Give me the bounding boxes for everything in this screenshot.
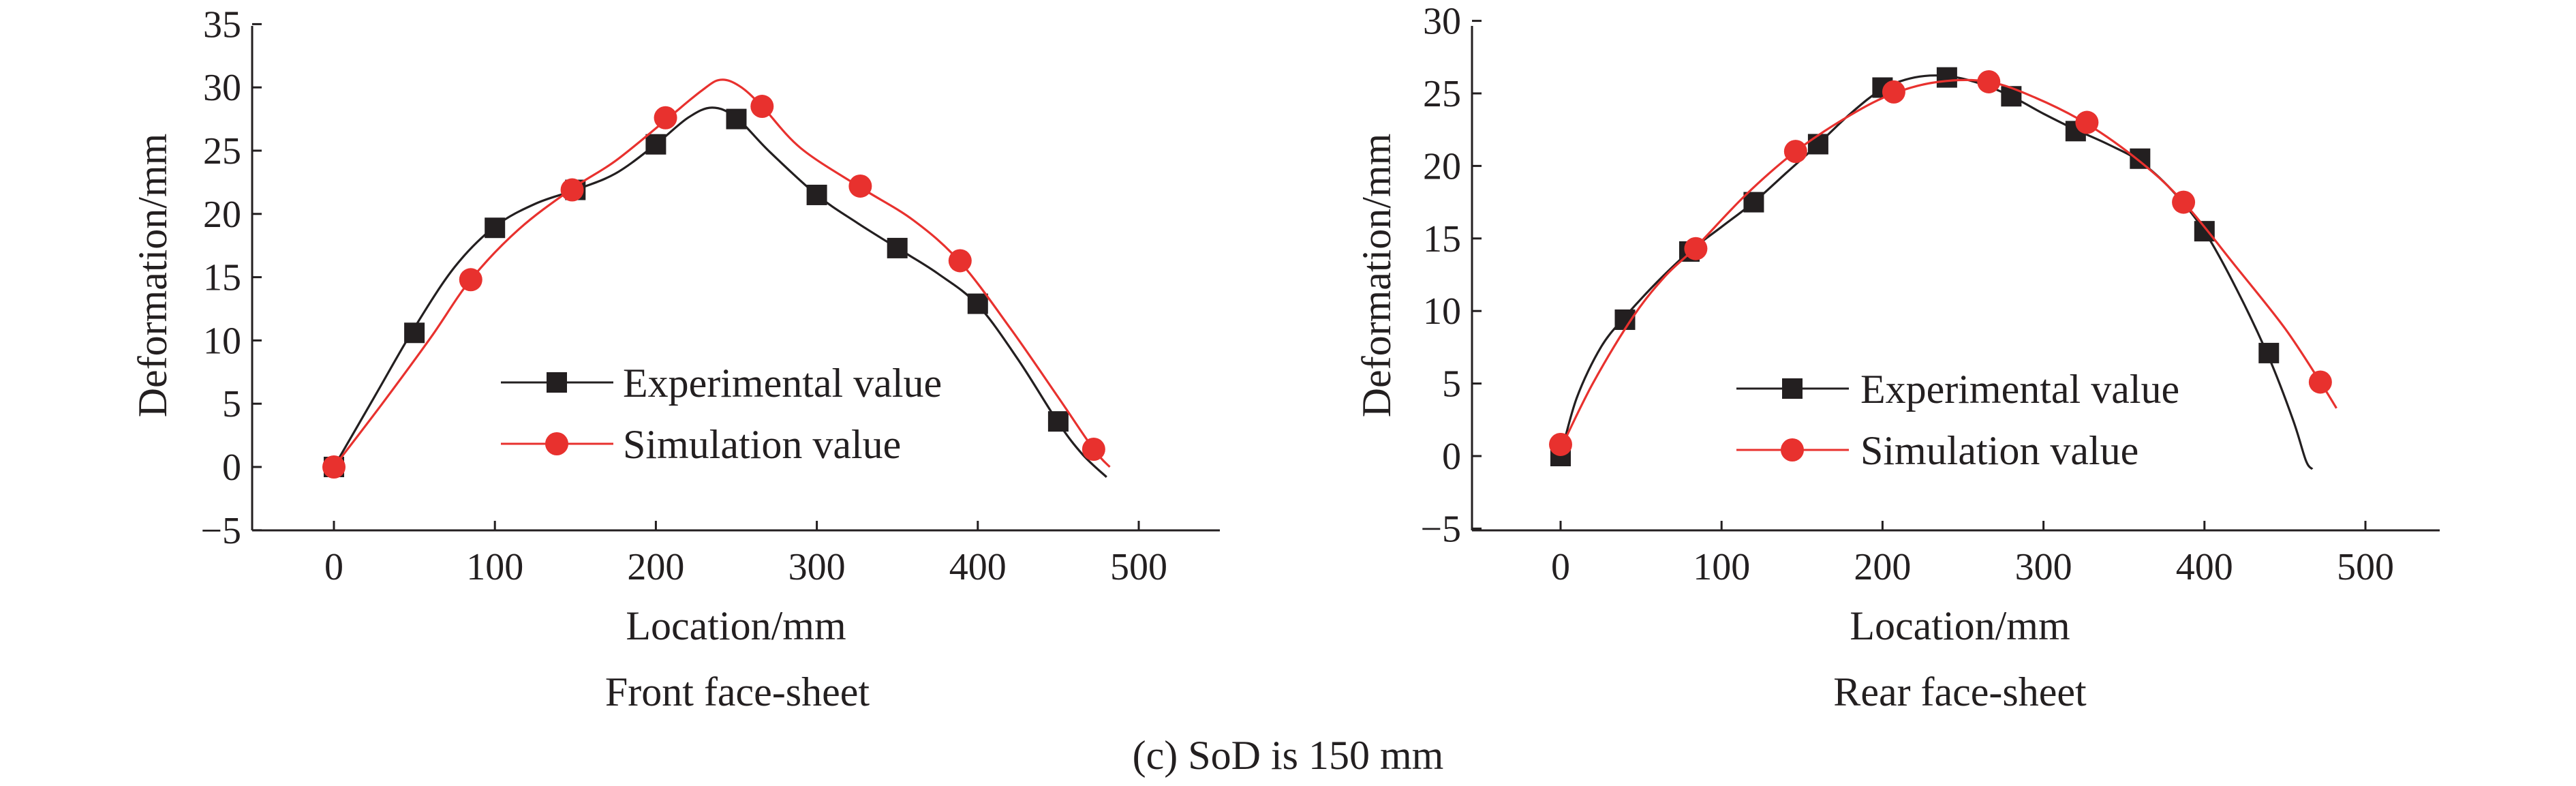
data-point-experimental: [645, 134, 666, 155]
x-tick-label: 200: [1854, 546, 1911, 588]
x-axis-title: Location/mm: [626, 603, 846, 648]
data-point-experimental: [2130, 148, 2151, 169]
data-point-experimental: [726, 108, 747, 130]
data-point-simulation: [560, 178, 584, 202]
plot-area: [1549, 67, 2337, 470]
data-point-simulation: [459, 268, 482, 292]
y-tick-label: 30: [1423, 1, 1461, 43]
data-point-experimental: [485, 217, 506, 239]
legend-marker-circle: [545, 432, 568, 455]
y-tick-label: 20: [1423, 145, 1461, 187]
data-point-experimental: [1047, 411, 1069, 432]
x-axis: 0 100 200 300 400 500 Location/mm: [1472, 521, 2440, 648]
data-point-simulation: [848, 174, 872, 198]
figure-caption: (c) SoD is 150 mm: [1133, 733, 1444, 778]
series-line-experimental: [333, 106, 1107, 478]
data-point-experimental: [967, 293, 988, 314]
x-tick-label: 400: [949, 546, 1007, 588]
data-point-simulation: [1783, 140, 1807, 164]
x-tick-label: 400: [2176, 546, 2233, 588]
x-tick-label: 300: [788, 546, 846, 588]
legend-label-experimental: Experimental value: [1860, 367, 2179, 412]
x-tick-label: 500: [1110, 546, 1167, 588]
y-axis: −5 0 5 10 15 20 25 30 Deformation/mm: [1354, 1, 1482, 550]
y-tick-label: −5: [200, 510, 241, 552]
data-point-simulation: [2308, 370, 2332, 394]
x-axis-title: Location/mm: [1850, 603, 2070, 648]
x-tick-label: 300: [2015, 546, 2072, 588]
panel-caption-front: Front face-sheet: [605, 669, 870, 714]
plot-area: [322, 78, 1111, 479]
data-point-experimental: [2001, 86, 2022, 107]
y-tick-label: 35: [203, 3, 241, 46]
y-axis: −5 0 5 10 15 20 25 30 35 Deformation/mm: [130, 3, 262, 552]
panel-caption-rear: Rear face-sheet: [1833, 669, 2087, 714]
y-tick-label: 0: [1442, 436, 1461, 478]
data-point-experimental: [1807, 134, 1828, 155]
data-point-simulation: [750, 95, 774, 119]
y-tick-label: 15: [203, 257, 241, 299]
data-point-simulation: [1684, 237, 1708, 260]
y-tick-label: 5: [222, 383, 241, 425]
legend: Experimental value Simulation value: [501, 361, 942, 467]
data-point-experimental: [404, 322, 425, 344]
y-axis-title: Deformation/mm: [130, 134, 175, 418]
y-tick-label: 10: [1423, 290, 1461, 333]
x-ticks: 0 100 200 300 400 500: [1551, 521, 2394, 588]
y-tick-label: 25: [203, 130, 241, 172]
data-point-experimental: [2194, 221, 2215, 242]
y-tick-label: 15: [1423, 218, 1461, 260]
data-point-simulation: [322, 455, 346, 479]
y-tick-label: 10: [203, 320, 241, 362]
data-point-experimental: [2258, 342, 2280, 363]
legend-label-experimental: Experimental value: [623, 361, 942, 406]
x-tick-label: 100: [1693, 546, 1750, 588]
data-point-simulation: [2172, 190, 2196, 214]
x-ticks: 0 100 200 300 400 500: [324, 521, 1167, 588]
y-tick-label: 30: [203, 67, 241, 109]
y-tick-label: 0: [222, 447, 241, 489]
chart-rear-face-sheet: 0 100 200 300 400 500 Location/mm −5 0 5 10 15 20 2…: [1354, 1, 2440, 714]
legend-marker-square: [1782, 378, 1803, 399]
legend-label-simulation: Simulation value: [623, 422, 901, 467]
data-point-simulation: [2075, 110, 2099, 134]
y-tick-label: −5: [1420, 508, 1461, 550]
x-axis: 0 100 200 300 400 500 Location/mm: [252, 521, 1220, 648]
y-tick-label: 5: [1442, 363, 1461, 406]
y-tick-label: 25: [1423, 73, 1461, 115]
data-point-simulation: [654, 106, 677, 130]
legend-marker-circle: [1781, 438, 1804, 462]
x-tick-label: 0: [324, 546, 343, 588]
y-axis-title: Deformation/mm: [1354, 134, 1399, 418]
legend: Experimental value Simulation value: [1736, 367, 2179, 473]
data-point-experimental: [806, 184, 827, 205]
chart-front-face-sheet: 0 100 200 300 400 500 Location/mm −5 0 5 10 15 20 2…: [130, 3, 1220, 714]
x-tick-label: 200: [627, 546, 684, 588]
x-tick-label: 500: [2337, 546, 2394, 588]
legend-label-simulation: Simulation value: [1860, 428, 2138, 473]
y-tick-label: 20: [203, 194, 241, 236]
data-point-simulation: [1977, 70, 2001, 93]
data-point-simulation: [1549, 432, 1572, 456]
y-ticks: −5 0 5 10 15 20 25 30: [1420, 1, 1482, 550]
data-point-simulation: [1882, 80, 1905, 104]
x-tick-label: 100: [466, 546, 523, 588]
data-point-experimental: [887, 237, 908, 258]
data-point-simulation: [1082, 438, 1105, 462]
series-line-simulation: [1559, 78, 2337, 450]
x-tick-label: 0: [1551, 546, 1570, 588]
data-point-simulation: [948, 249, 972, 273]
legend-marker-square: [547, 372, 567, 393]
y-ticks: −5 0 5 10 15 20 25 30 35: [200, 3, 262, 552]
data-point-experimental: [1936, 67, 1957, 88]
data-point-experimental: [1743, 192, 1764, 213]
